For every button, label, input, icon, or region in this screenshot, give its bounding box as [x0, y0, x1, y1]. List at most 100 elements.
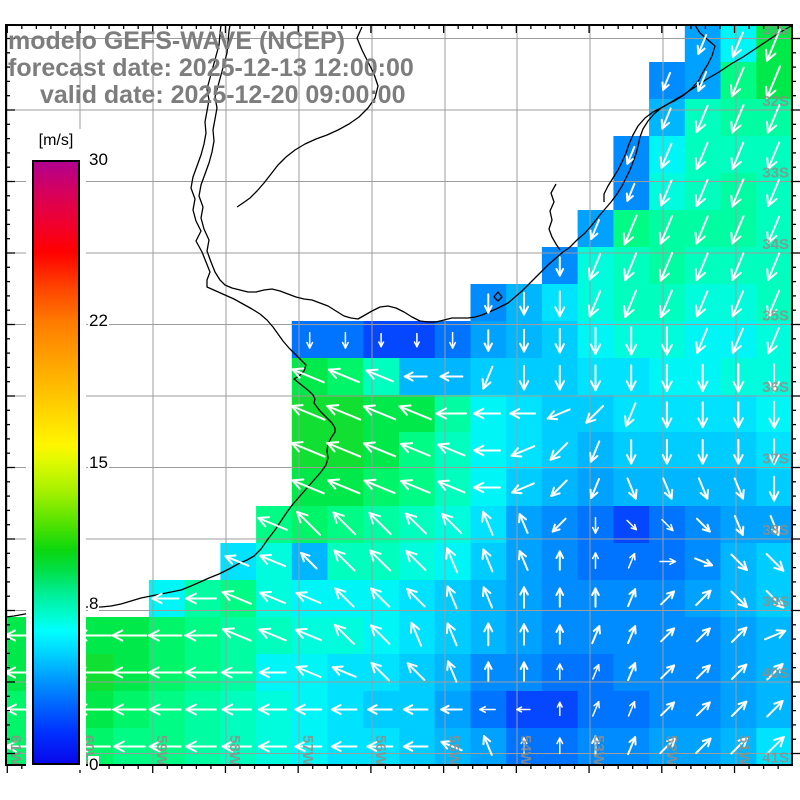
colorbar-tick-label: 22 [88, 311, 109, 331]
coastline-path [493, 291, 503, 302]
wind-arrow [697, 438, 708, 465]
wind-arrow [732, 363, 745, 393]
wind-arrow [769, 515, 781, 536]
wind-arrow [300, 552, 318, 570]
wind-arrow [406, 662, 426, 681]
wind-arrow [589, 219, 600, 240]
wind-arrow [695, 327, 709, 354]
wind-arrow [695, 517, 711, 533]
wind-arrow [591, 587, 600, 608]
wind-arrow [258, 740, 288, 753]
wind-arrows [6, 28, 787, 756]
wind-arrow [440, 740, 463, 752]
wind-arrow [258, 666, 287, 679]
wind-arrow [660, 590, 676, 606]
colorbar-tick-label: 8 [88, 593, 100, 613]
wind-arrow [694, 252, 709, 281]
wind-arrow [694, 104, 709, 133]
wind-arrow [730, 553, 748, 571]
wind-arrow [730, 700, 748, 717]
wind-arrow [439, 371, 464, 382]
wind-arrow [406, 587, 426, 608]
wind-arrow [445, 622, 458, 647]
wind-arrow [660, 627, 676, 643]
wind-arrow [658, 215, 674, 245]
wind-arrow [623, 252, 638, 281]
wind-arrow [327, 367, 360, 384]
wind-arrow [625, 145, 636, 165]
wind-arrow [554, 290, 566, 318]
wind-arrow [473, 444, 501, 457]
wind-arrow [295, 591, 322, 604]
latitude-label: 35S [762, 308, 789, 325]
wind-arrow [398, 404, 432, 421]
latitude-label: 38S [762, 522, 789, 539]
wind-arrow [627, 700, 636, 717]
wind-arrow [591, 516, 600, 534]
wind-arrow [733, 438, 744, 465]
wind-arrow [378, 332, 385, 348]
wind-arrow [294, 627, 322, 642]
wind-arrow [658, 252, 674, 282]
wind-arrow [765, 553, 785, 572]
wind-arrow [695, 701, 711, 717]
wind-arrow [589, 440, 601, 463]
latitude-label: 36S [762, 379, 789, 396]
wind-arrow [511, 482, 535, 495]
wind-arrow [473, 407, 501, 420]
wind-arrow [730, 626, 748, 643]
wind-arrow [111, 666, 148, 679]
wind-arrow [520, 737, 528, 755]
wind-arrow [766, 215, 781, 244]
wind-arrow [549, 442, 569, 461]
wind-arrow [766, 700, 784, 718]
wind-arrow [733, 477, 745, 500]
wind-arrow [483, 622, 494, 647]
wind-arrow [481, 365, 494, 390]
wind-arrow [730, 290, 745, 318]
wind-arrow [331, 665, 357, 678]
wind-arrow [627, 736, 637, 756]
longitude-label: 59W [153, 735, 170, 767]
wind-arrow [695, 589, 712, 606]
wind-arrow [555, 587, 565, 608]
wind-arrow [221, 703, 253, 716]
wind-arrow [627, 625, 637, 645]
wind-arrow [184, 666, 218, 679]
wind-arrow [768, 475, 780, 502]
wind-arrow [437, 479, 466, 494]
wind-arrow [730, 66, 745, 98]
wind-arrow [694, 557, 713, 567]
wind-arrow [730, 141, 745, 170]
wind-arrow [224, 554, 250, 567]
wind-arrow [659, 737, 676, 754]
wind-arrow [518, 364, 530, 391]
wind-arrow [482, 735, 493, 756]
wind-arrow [661, 438, 673, 465]
longitude-label: 53W [590, 735, 607, 767]
wind-arrow [661, 363, 673, 392]
wind-arrow [479, 705, 496, 714]
wind-arrow [519, 586, 529, 609]
wind-arrow [403, 371, 428, 382]
wind-arrow [696, 34, 708, 55]
colorbar-tick-label: 0 [88, 755, 100, 774]
geo-labels: 61W 60W 59W 58W 57W 56W 55W 54W 53W 52W 51W31S32S3… [7, 22, 789, 767]
wind-arrow [184, 629, 218, 642]
wind-arrow [295, 665, 322, 678]
wind-arrow [766, 663, 784, 681]
wind-arrow [626, 477, 638, 500]
longitude-label: 61W [7, 735, 24, 767]
wind-arrow [766, 289, 781, 318]
map-grid [6, 25, 792, 765]
wind-arrow [659, 289, 673, 318]
wind-arrow [481, 510, 494, 536]
wind-arrow [185, 740, 217, 753]
wind-arrow [259, 590, 287, 605]
wind-arrow [185, 703, 217, 716]
wind-arrow [590, 364, 601, 392]
wind-arrow [695, 627, 711, 643]
wind-arrow [765, 28, 781, 62]
wind-arrow [147, 666, 183, 679]
wind-arrow [732, 401, 744, 429]
